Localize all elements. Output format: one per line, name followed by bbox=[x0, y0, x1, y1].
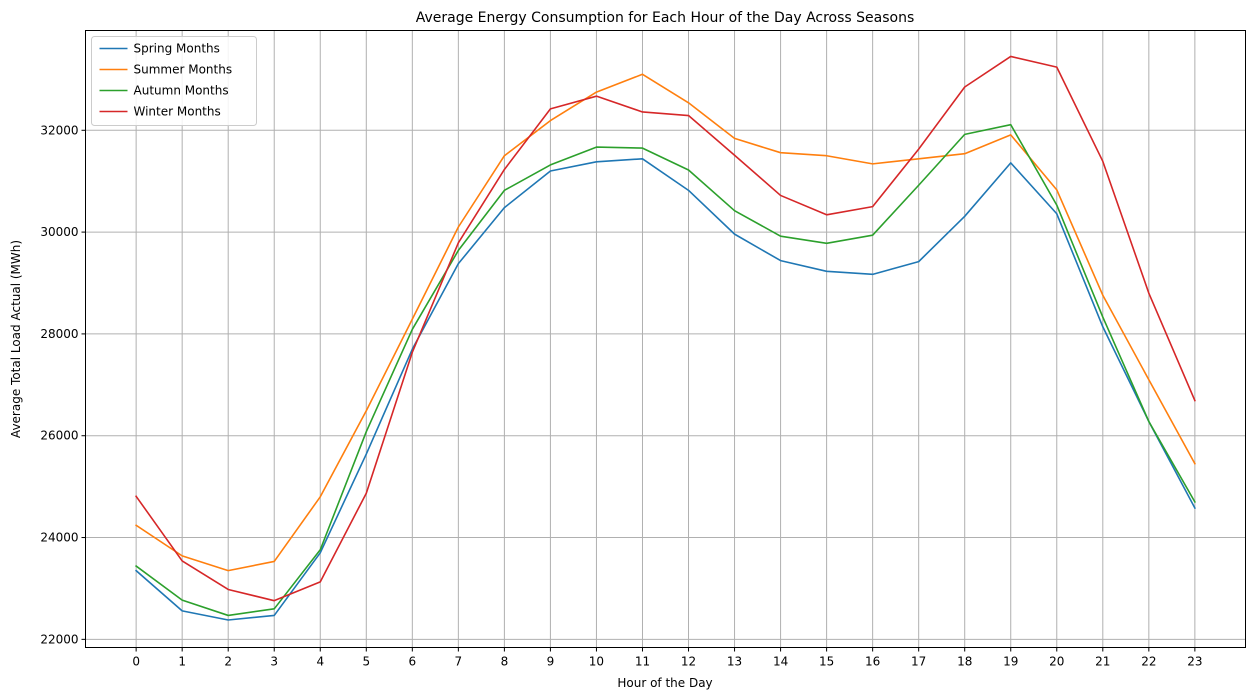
series-line-spring-months bbox=[135, 157, 1196, 621]
plot-area-frame bbox=[85, 30, 1246, 648]
x-tick-label: 12 bbox=[681, 655, 696, 669]
y-tick-label: 32000 bbox=[40, 123, 78, 137]
y-axis-ticks: 22000 24000 26000 28000 30000 32000 bbox=[40, 123, 86, 646]
x-tick-label: 13 bbox=[727, 655, 742, 669]
x-tick-label: 18 bbox=[957, 655, 972, 669]
legend-label: Spring Months bbox=[134, 42, 220, 56]
x-tick-label: 22 bbox=[1141, 655, 1156, 669]
x-axis-ticks: 0 1 2 3 4 5 6 7 8 9 10 11 12 13 14 15 16 17 18 19 20 21 22 23 bbox=[132, 647, 1203, 669]
x-axis-label: Hour of the Day bbox=[617, 676, 712, 690]
chart-title: Average Energy Consumption for Each Hour… bbox=[416, 10, 915, 26]
y-tick-label: 22000 bbox=[40, 632, 78, 646]
x-tick-label: 7 bbox=[455, 655, 463, 669]
grid bbox=[85, 30, 1246, 648]
x-tick-label: 23 bbox=[1187, 655, 1202, 669]
y-tick-label: 26000 bbox=[40, 429, 78, 443]
y-tick-label: 24000 bbox=[40, 531, 78, 545]
x-tick-label: 0 bbox=[132, 655, 140, 669]
legend-label: Autumn Months bbox=[134, 84, 229, 98]
y-axis-label: Average Total Load Actual (MWh) bbox=[9, 240, 23, 438]
series-lines bbox=[135, 55, 1196, 621]
legend-label: Summer Months bbox=[134, 63, 233, 77]
y-tick-label: 30000 bbox=[40, 225, 78, 239]
legend-label: Winter Months bbox=[134, 105, 221, 119]
x-tick-label: 9 bbox=[547, 655, 555, 669]
x-tick-label: 16 bbox=[865, 655, 880, 669]
series-line-summer-months bbox=[135, 73, 1196, 572]
x-tick-label: 10 bbox=[589, 655, 604, 669]
x-tick-label: 11 bbox=[635, 655, 650, 669]
legend: Spring Months Summer Months Autumn Months W… bbox=[91, 36, 257, 126]
x-tick-label: 21 bbox=[1095, 655, 1110, 669]
x-tick-label: 2 bbox=[224, 655, 232, 669]
x-tick-label: 5 bbox=[362, 655, 370, 669]
series-line-winter-months bbox=[135, 55, 1196, 602]
x-tick-label: 6 bbox=[409, 655, 417, 669]
x-tick-label: 3 bbox=[270, 655, 278, 669]
x-tick-label: 17 bbox=[911, 655, 926, 669]
x-tick-label: 1 bbox=[178, 655, 186, 669]
x-tick-label: 15 bbox=[819, 655, 834, 669]
x-tick-label: 14 bbox=[773, 655, 788, 669]
legend-box bbox=[91, 36, 257, 126]
y-tick-label: 28000 bbox=[40, 327, 78, 341]
x-tick-label: 19 bbox=[1003, 655, 1018, 669]
x-tick-label: 4 bbox=[316, 655, 324, 669]
x-tick-label: 8 bbox=[501, 655, 509, 669]
series-line-autumn-months bbox=[135, 123, 1196, 617]
x-tick-label: 20 bbox=[1049, 655, 1064, 669]
